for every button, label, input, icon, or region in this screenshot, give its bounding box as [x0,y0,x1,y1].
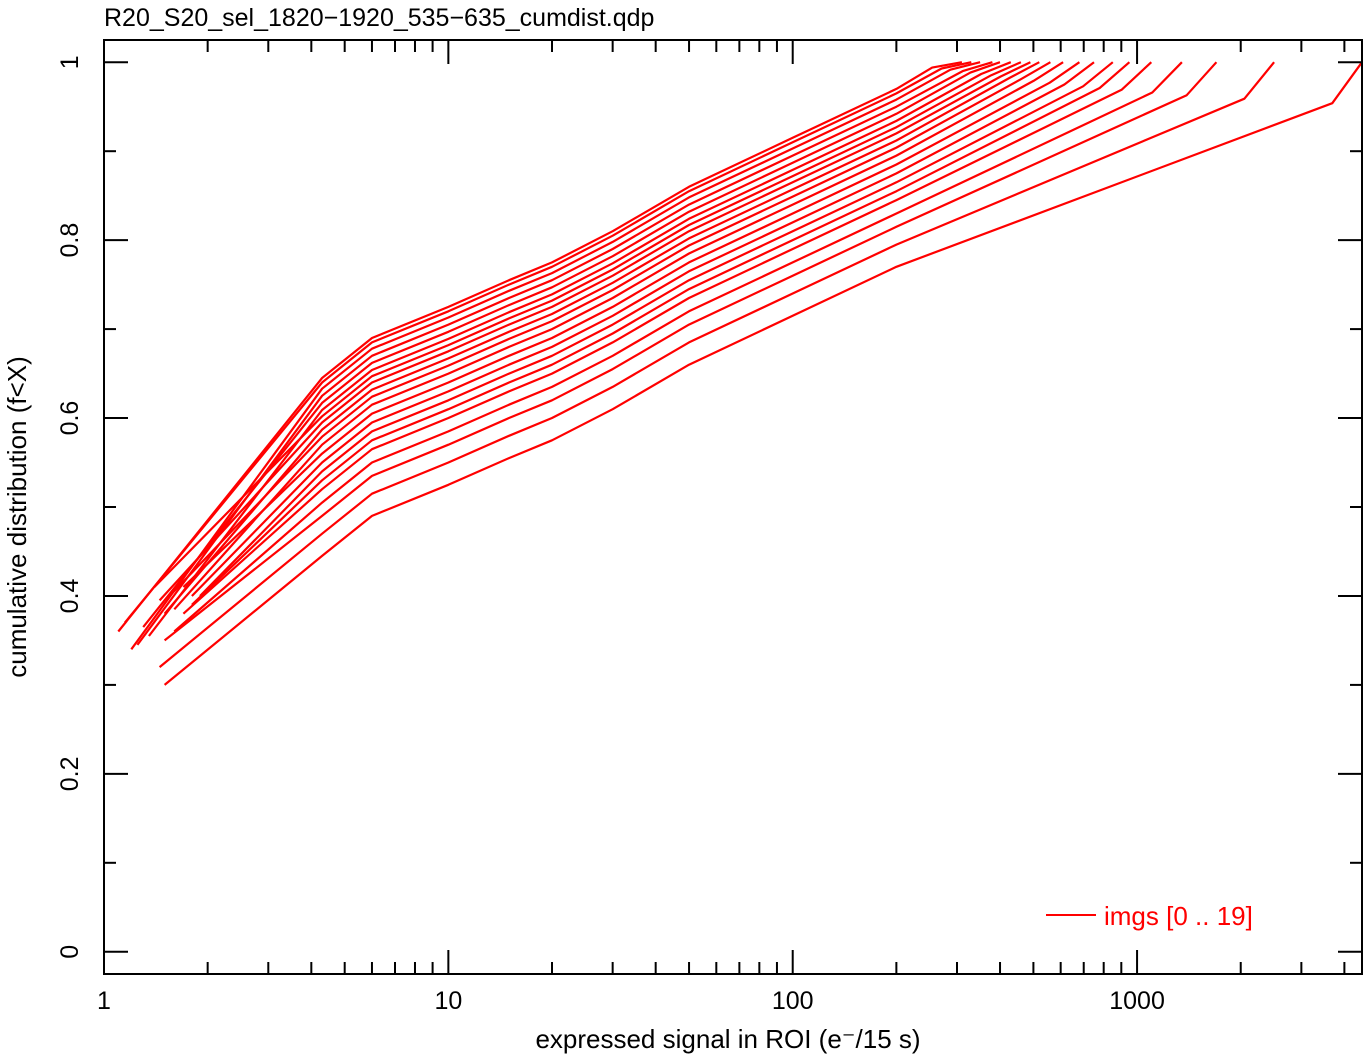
series-line-9 [168,61,1051,597]
chart-title: R20_S20_sel_1820−1920_535−635_cumdist.qd… [104,4,654,32]
series-line-19 [163,61,1363,686]
axis-ticks: 1 10 100 1000 0 0.2 0.4 0.6 0.8 1 [56,40,1362,1015]
x-axis-label: expressed signal in ROI (e⁻/15 s) [535,1024,920,1054]
series-line-13 [199,61,1114,597]
y-tick-label: 0.4 [56,578,84,613]
series-line-10 [173,61,1064,611]
series-line-18 [158,61,1275,668]
series-line-12 [191,61,1095,597]
series-line-14 [191,61,1131,606]
x-tick-label: 100 [772,987,814,1015]
x-tick-label: 1000 [1109,987,1165,1015]
y-tick-label: 0 [56,945,84,959]
legend-label: imgs [0 .. 19] [1104,901,1253,931]
y-tick-label: 0.6 [56,401,84,436]
series-line-2 [130,61,981,650]
legend: imgs [0 .. 19] [1046,901,1253,931]
x-tick-label: 10 [434,987,462,1015]
x-tick-label: 1 [97,987,111,1015]
series-line-0 [117,61,963,633]
series-line-6 [153,61,1022,588]
series-line-3 [136,61,993,646]
series-line-5 [148,61,1012,637]
series-line-15 [182,61,1153,615]
series-group [117,61,1363,686]
y-tick-label: 0.8 [56,223,84,258]
series-line-1 [124,61,972,624]
series-line-8 [163,61,1040,615]
series-line-17 [163,61,1218,642]
y-tick-label: 0.2 [56,756,84,791]
y-axis-label: cumulative distribution (f<X) [2,356,32,678]
series-line-7 [158,61,1031,602]
y-tick-label: 1 [56,55,84,69]
series-line-11 [182,61,1081,588]
series-line-16 [173,61,1183,633]
series-line-4 [142,61,1001,628]
